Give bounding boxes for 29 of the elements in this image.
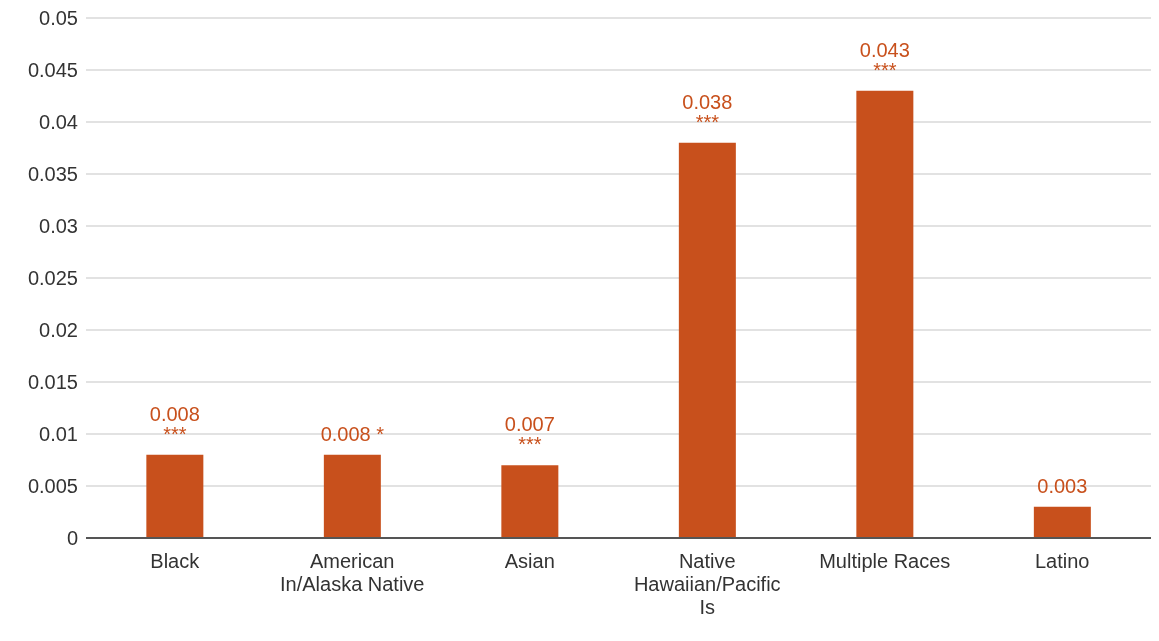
data-label: 0.008 * [320,422,385,445]
bar [678,142,736,538]
bar [501,465,559,538]
x-tick-label: Multiple Races [819,550,951,572]
x-tick-label: American In/Alaska Native [279,550,425,595]
bar [323,454,381,538]
y-tick-label: 0.02 [39,319,78,342]
data-label: 0.043 *** [859,38,910,81]
data-label: 0.008 *** [149,402,200,445]
y-tick-label: 0.005 [27,475,78,498]
y-tick-label: 0.025 [27,267,78,290]
bar [1033,506,1091,538]
x-tick-label: Native Hawaiian/Pacific Is [633,550,781,618]
x-tick-label: Black [150,550,201,572]
y-tick-label: 0.015 [27,371,78,394]
y-tick-label: 0.01 [39,423,78,446]
x-tick-label: Asian [504,550,555,572]
y-tick-label: 0.045 [27,59,78,82]
data-label: 0.007 *** [504,413,555,456]
y-tick-label: 0.03 [39,215,78,238]
data-label: 0.038 *** [682,90,733,133]
y-tick-label: 0 [66,527,78,550]
data-label: 0.003 [1037,474,1088,497]
y-tick-label: 0.04 [39,111,78,134]
bar [146,454,204,538]
x-tick-label: Latino [1035,550,1090,572]
y-tick-label: 0.05 [39,7,78,30]
y-tick-label: 0.035 [27,163,78,186]
bar [856,90,914,538]
